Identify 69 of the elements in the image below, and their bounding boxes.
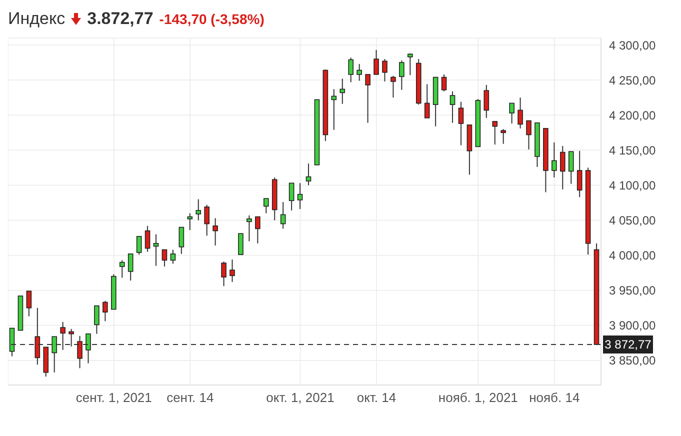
candlestick [374,49,379,75]
candlestick [128,253,134,282]
candlestick [356,63,362,82]
candlestick [348,57,354,83]
candlestick [196,198,202,221]
x-tick-label: нояб. 1, 2021 [438,390,518,406]
chart-title: Индекс [8,9,66,29]
y-tick-label: 4 100,00 [609,178,656,192]
candlestick [238,233,244,256]
y-tick-label: 4 250,00 [609,73,656,88]
candlestick [136,236,142,256]
text: -143,70 (-3,58%) [159,11,264,27]
candlestick [518,97,523,129]
candlestick [280,202,286,230]
candlestick [552,142,557,178]
candlestick [441,74,447,92]
candlestick [153,234,159,266]
y-tick-label: 4 050,00 [609,214,656,228]
candlestick [390,75,396,98]
candlestick [568,151,574,184]
candlestick [212,218,218,246]
candlestick [500,128,506,144]
candlestick [288,182,294,211]
candlestick [102,300,108,322]
candlestick [144,225,150,252]
candlestick [119,260,125,278]
candlestick [204,204,210,236]
candlestick [509,102,514,124]
candlestick [170,249,176,264]
candlestick [340,78,346,104]
candlestick [526,120,532,150]
candlestick [365,74,370,124]
candlestick [221,261,226,287]
y-tick-label: 3 950,00 [609,284,656,298]
x-tick-label: сент. 14 [166,390,214,406]
candlestick [26,290,32,317]
candlestick [187,212,193,231]
x-tick-label: окт. 1, 2021 [266,390,334,406]
y-tick-label: 4 200,00 [609,108,656,122]
candlestick [408,52,413,76]
y-tick-label: 4 150,00 [609,143,656,158]
y-tick-label: 4 000,00 [609,248,656,263]
candlestick [230,259,235,282]
candlestick [246,214,252,242]
candlestick [492,120,498,146]
candlestick [178,226,184,254]
x-tick-label: сент. 1, 2021 [76,390,152,406]
candlestick [162,249,168,268]
chart-subtitle: 3.872,77 [87,9,154,29]
candlestick [424,84,430,118]
candlestick [255,216,260,244]
candlestick [484,84,490,118]
candlestick [94,305,100,334]
candlestick [297,182,303,210]
candlestick [576,150,582,198]
candlestick [560,145,566,190]
ref-line-label: 3 872,77 [604,338,652,352]
y-tick-label: 4 300,00 [609,38,656,52]
candlestick [331,88,337,130]
candlestick [382,58,388,82]
candlestick [263,198,269,214]
x-tick-label: нояб. 14 [529,390,580,406]
candlestick [458,101,464,146]
y-tick-label: 3 850,00 [609,354,656,368]
candlestick [450,90,456,124]
candlestick [306,162,312,186]
y-tick-label: 3 900,00 [609,318,656,333]
x-tick-label: окт. 14 [356,390,396,406]
candlestick [399,60,404,90]
